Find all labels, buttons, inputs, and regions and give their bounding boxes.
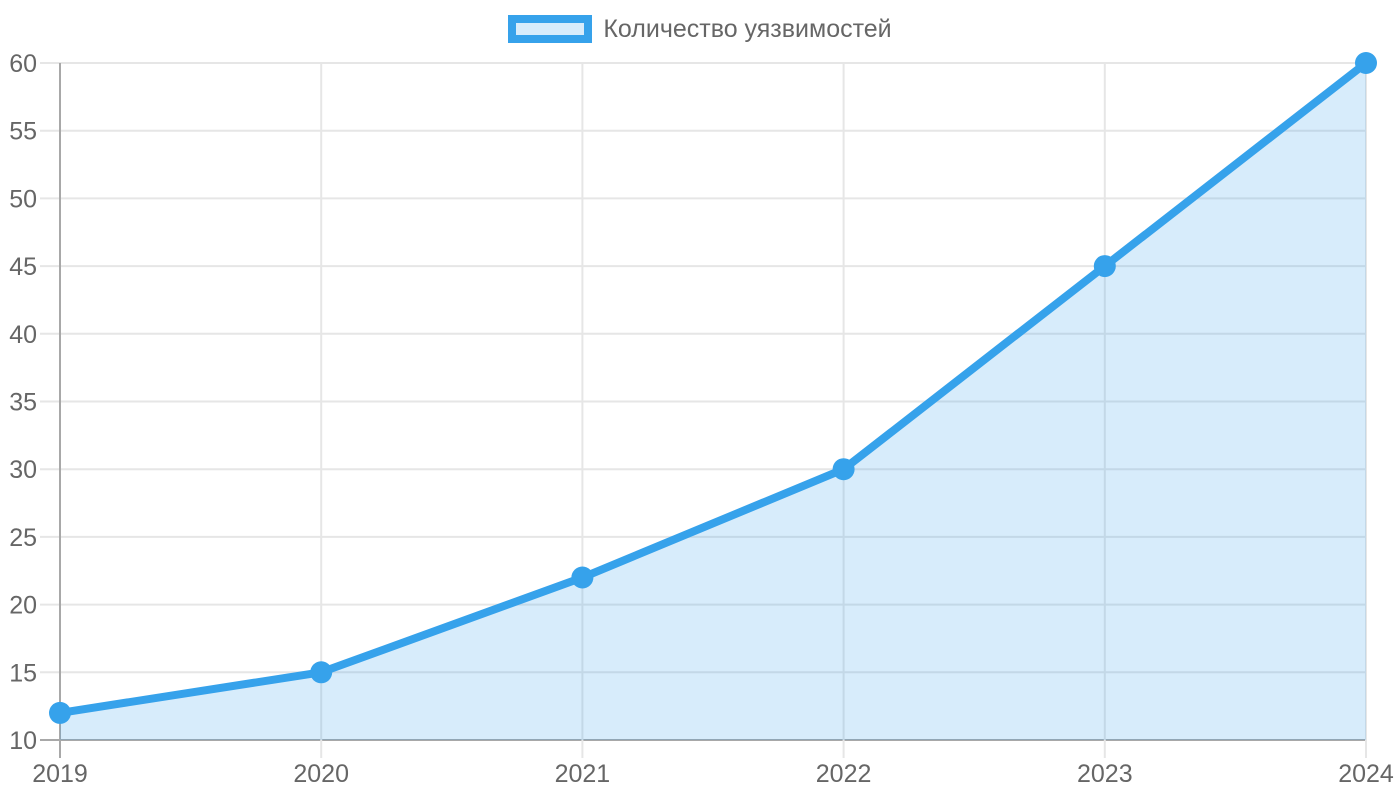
data-point-marker[interactable] <box>1355 52 1377 74</box>
chart-legend-item[interactable]: Количество уязвимостей <box>0 15 1400 43</box>
x-axis-tick-label: 2024 <box>1338 760 1394 788</box>
y-axis-tick-label: 40 <box>9 321 37 349</box>
data-point-marker[interactable] <box>310 661 333 684</box>
y-axis-tick-label: 25 <box>9 524 37 552</box>
data-point-marker[interactable] <box>49 701 71 724</box>
y-axis-tick-label: 30 <box>9 456 37 484</box>
y-axis-tick-label: 55 <box>9 118 37 146</box>
legend-series-swatch <box>508 15 593 43</box>
y-axis-tick-label: 45 <box>9 253 37 281</box>
x-axis-tick-label: 2019 <box>32 760 88 788</box>
y-axis-tick-label: 60 <box>9 50 37 78</box>
data-point-marker[interactable] <box>571 566 594 589</box>
y-axis-tick-label: 50 <box>9 185 37 213</box>
y-axis-tick-label: 10 <box>9 727 37 755</box>
y-axis-tick-label: 20 <box>9 592 37 620</box>
legend-series-label: Количество уязвимостей <box>603 15 892 43</box>
series-line <box>56 59 1370 717</box>
x-axis-tick-label: 2021 <box>555 760 611 788</box>
x-axis-tick-label: 2023 <box>1077 760 1133 788</box>
y-axis-tick-label: 15 <box>9 659 37 687</box>
y-axis-tick-label: 35 <box>9 389 37 417</box>
data-point-marker[interactable] <box>1093 255 1116 278</box>
x-axis-tick-label: 2020 <box>293 760 349 788</box>
x-axis-tick-label: 2022 <box>816 760 872 788</box>
data-point-marker[interactable] <box>832 458 855 481</box>
series-area-fill <box>60 63 1366 740</box>
